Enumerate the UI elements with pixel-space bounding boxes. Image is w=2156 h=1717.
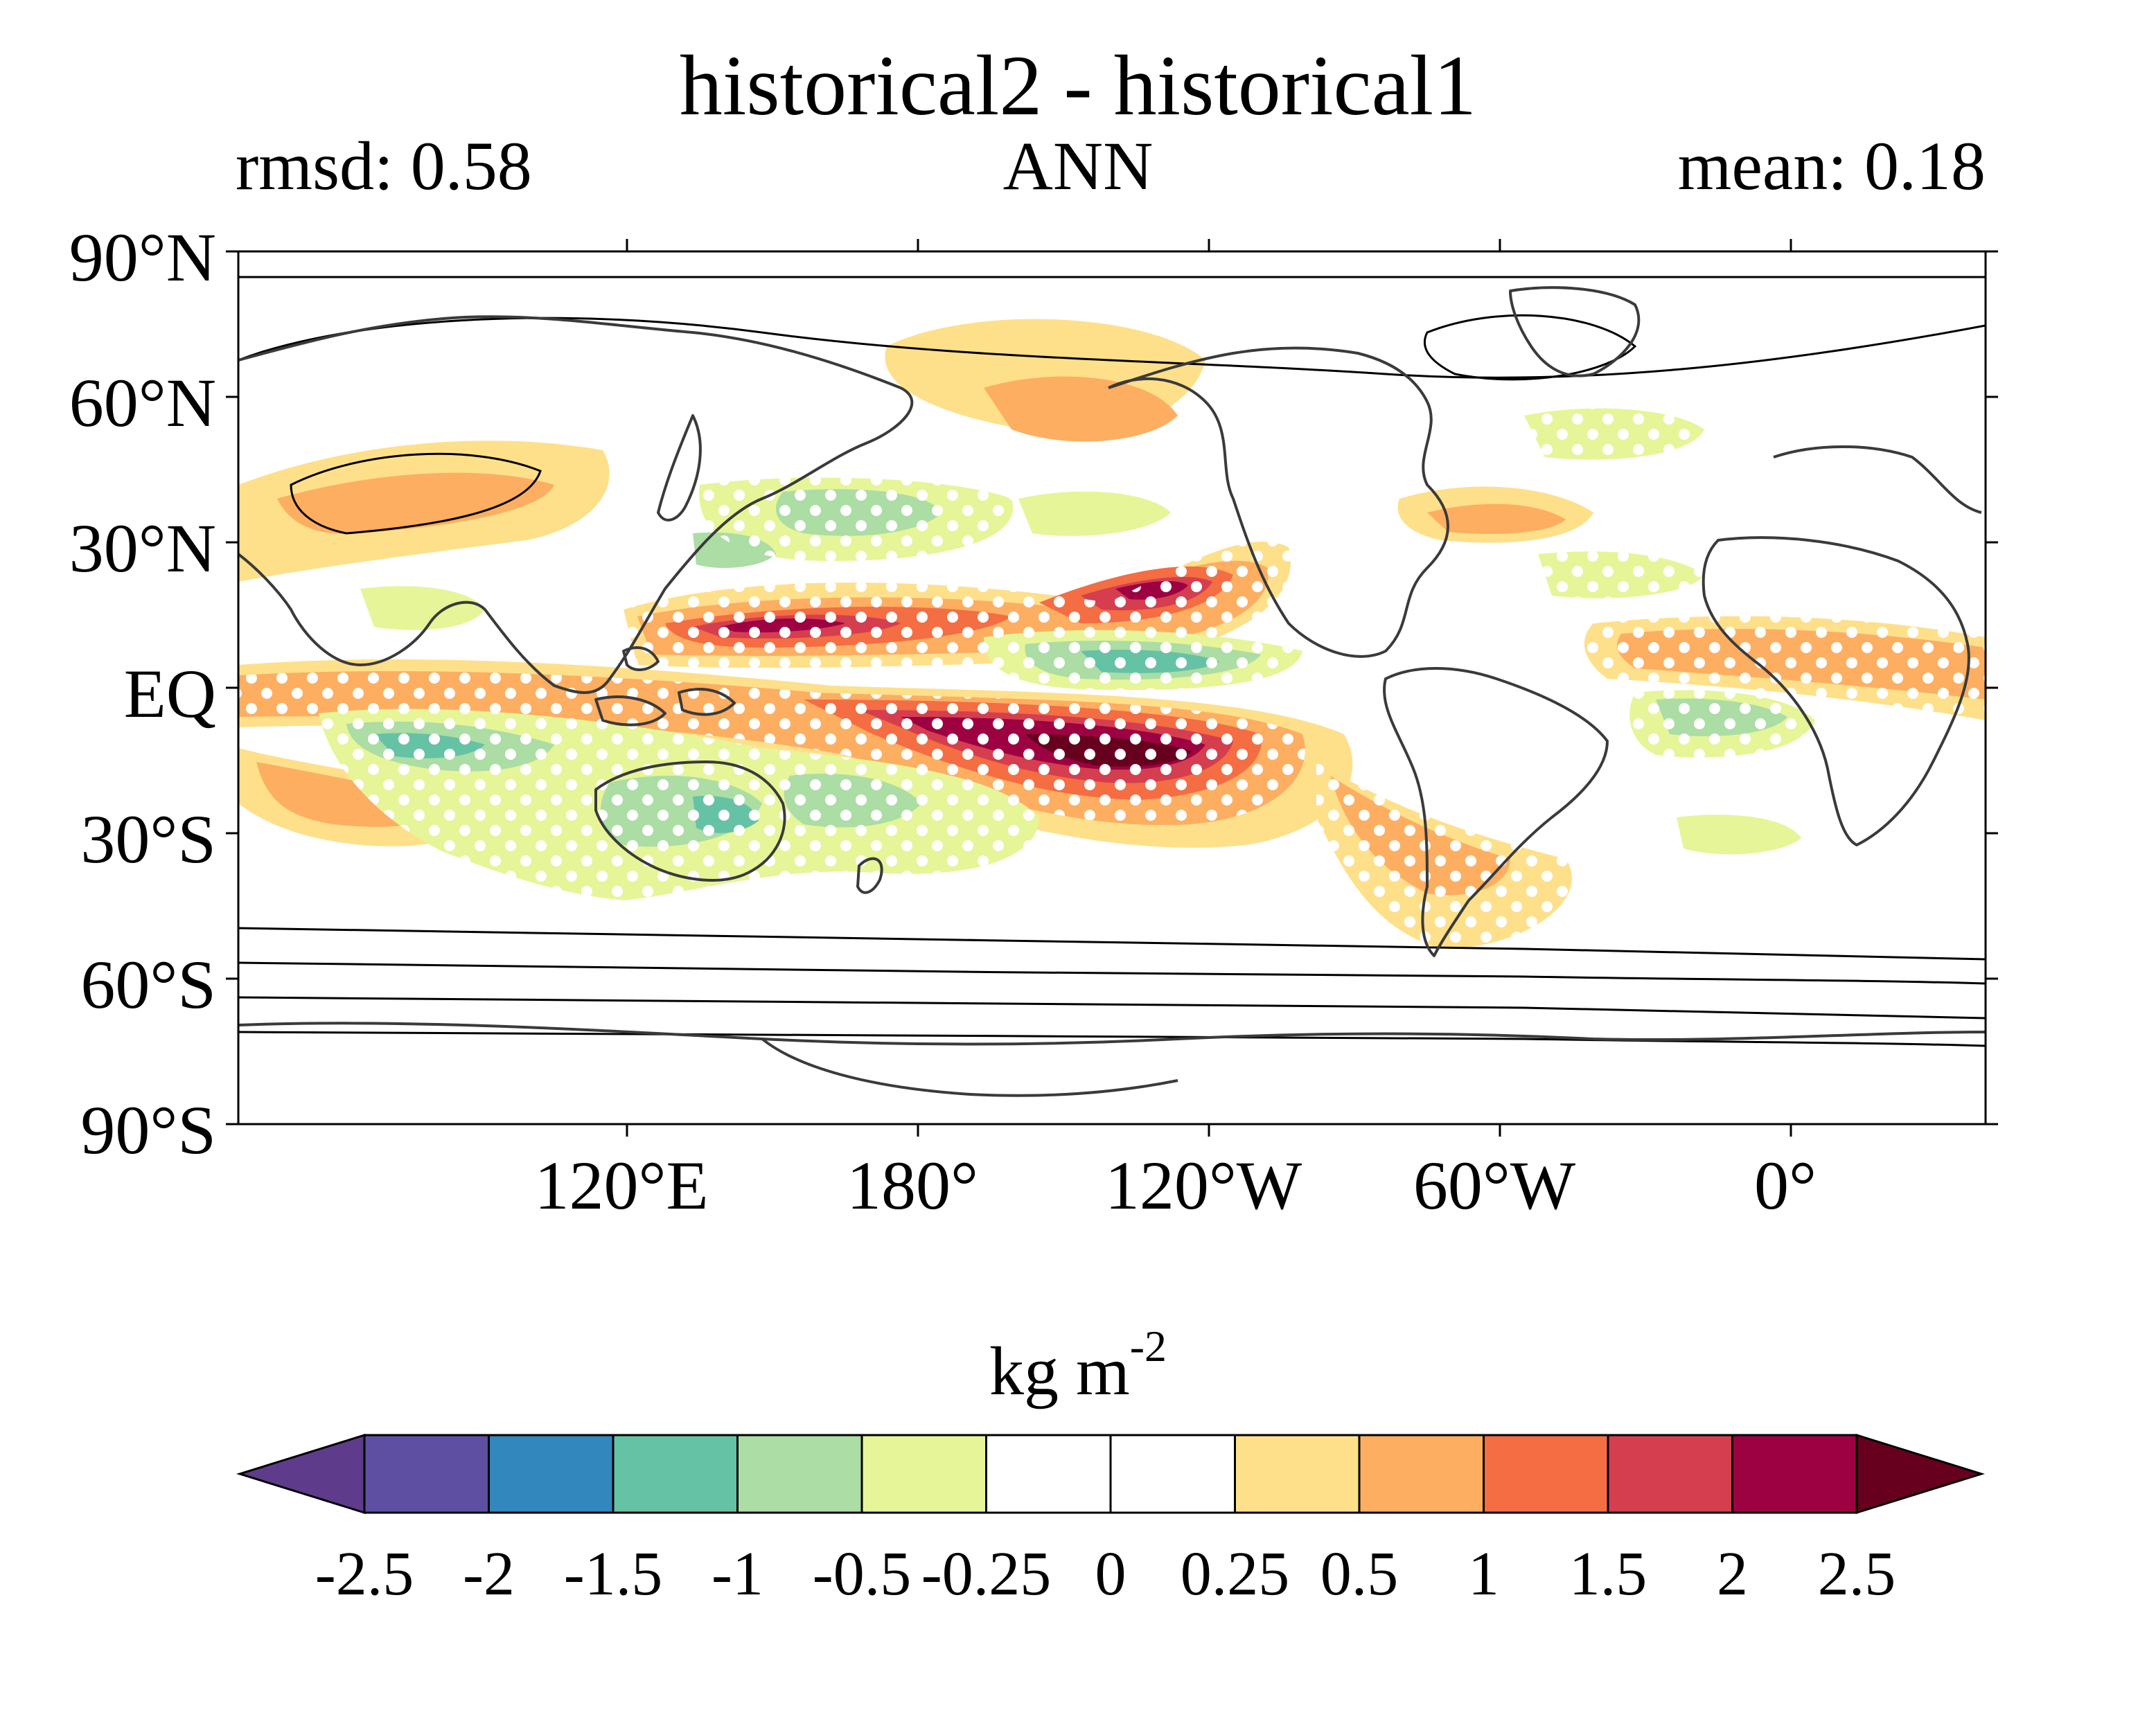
colorbar-tick-label: -1: [712, 1540, 763, 1608]
colorbar-tick-label: 0: [1095, 1540, 1126, 1608]
colorbar-tick-label: -0.25: [921, 1540, 1052, 1608]
lon-label-120e: 120°E: [534, 1147, 709, 1224]
mean-label: mean: 0.18: [1677, 127, 1986, 204]
lat-label-60s: 60°S: [80, 946, 216, 1023]
colorbar-box: [1234, 1434, 1361, 1514]
colorbar-box: [1731, 1434, 1858, 1514]
colorbar-box: [612, 1434, 739, 1514]
lat-label-60n: 60°N: [69, 364, 216, 441]
lat-label-30n: 30°N: [69, 510, 216, 587]
colorbar-box: [1358, 1434, 1485, 1514]
axis-ticks: [226, 239, 1998, 1137]
lat-label-30s: 30°S: [80, 801, 216, 878]
colorbar-units-base: kg m: [989, 1333, 1130, 1409]
colorbar-box: [985, 1434, 1112, 1514]
lon-label-120w: 120°W: [1104, 1147, 1302, 1224]
lat-label-eq: EQ: [123, 655, 216, 732]
colorbar-box: [1483, 1434, 1609, 1514]
lat-label-90s: 90°S: [80, 1092, 216, 1168]
rmsd-label: rmsd: 0.58: [236, 127, 532, 204]
season-label: ANN: [1002, 127, 1154, 204]
map-panel: [238, 251, 1986, 1124]
lon-label-0: 0°: [1754, 1147, 1817, 1224]
contour-lines: [238, 276, 1986, 1047]
colorbar-tick-label: -2.5: [315, 1540, 414, 1608]
colorbar: [236, 1433, 1986, 1515]
colorbar-tick-label: -0.5: [812, 1540, 912, 1608]
colorbar-box: [1607, 1434, 1733, 1514]
significance-stippling: [238, 408, 1986, 949]
colorbar-units-exponent: -2: [1129, 1322, 1167, 1371]
colorbar-tick-label: 2: [1717, 1540, 1748, 1608]
colorbar-tick-label: -1.5: [563, 1540, 663, 1608]
colorbar-units: kg m-2: [0, 1324, 2156, 1406]
plot-title: historical2 - historical1: [679, 38, 1477, 133]
colorbar-extend-low: [236, 1433, 366, 1515]
colorbar-tick-label: -2: [463, 1540, 515, 1608]
colorbar-box: [363, 1434, 490, 1514]
colorbar-tick-label: 1: [1468, 1540, 1499, 1608]
lon-label-60w: 60°W: [1413, 1147, 1576, 1224]
colorbar-extend-high: [1855, 1433, 1986, 1515]
coastlines: [238, 286, 1986, 1097]
colorbar-tick-label: 0.25: [1180, 1540, 1290, 1608]
colorbar-tick-label: 1.5: [1569, 1540, 1647, 1608]
lon-label-180: 180°: [847, 1147, 978, 1224]
colorbar-box: [1109, 1434, 1236, 1514]
colorbar-tick-label: 2.5: [1817, 1540, 1896, 1608]
colorbar-tick-label: 0.5: [1320, 1540, 1399, 1608]
colorbar-box: [736, 1434, 863, 1514]
colorbar-box: [860, 1434, 987, 1514]
lat-label-90n: 90°N: [69, 219, 216, 296]
colorbar-box: [488, 1434, 615, 1514]
